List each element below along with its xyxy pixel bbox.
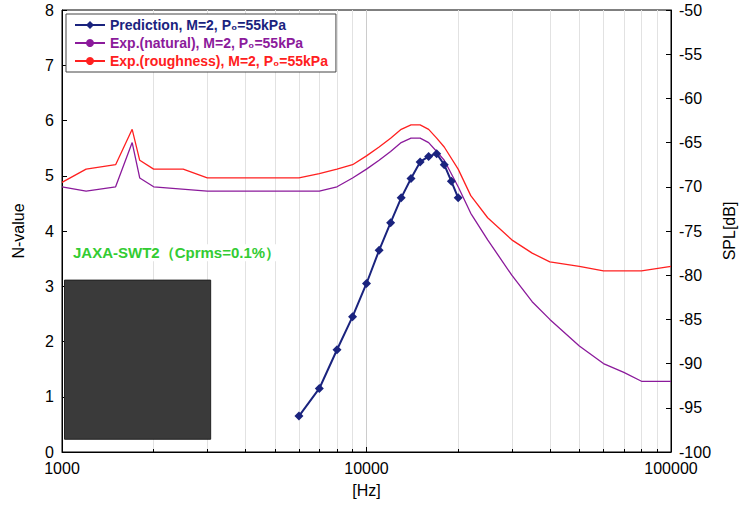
svg-text:SPL[dB]: SPL[dB]: [721, 202, 738, 261]
svg-text:[Hz]: [Hz]: [352, 482, 380, 499]
svg-text:1000: 1000: [44, 460, 80, 477]
svg-text:-75: -75: [679, 223, 702, 240]
svg-text:-95: -95: [679, 399, 702, 416]
svg-text:7: 7: [45, 57, 54, 74]
svg-text:6: 6: [45, 112, 54, 129]
svg-text:N-value: N-value: [10, 203, 27, 258]
svg-text:3: 3: [45, 278, 54, 295]
svg-text:-80: -80: [679, 267, 702, 284]
svg-text:Prediction, M=2, P₀=55kPa: Prediction, M=2, P₀=55kPa: [110, 17, 286, 33]
svg-text:-70: -70: [679, 178, 702, 195]
svg-text:2: 2: [45, 333, 54, 350]
svg-text:100000: 100000: [644, 460, 697, 477]
svg-text:-85: -85: [679, 311, 702, 328]
svg-text:0: 0: [45, 444, 54, 461]
svg-text:Exp.(natural), M=2, P₀=55kPa: Exp.(natural), M=2, P₀=55kPa: [110, 35, 303, 51]
svg-text:-90: -90: [679, 355, 702, 372]
svg-text:Exp.(roughness), M=2, P₀=55kPa: Exp.(roughness), M=2, P₀=55kPa: [110, 53, 328, 69]
svg-text:10000: 10000: [344, 460, 389, 477]
svg-text:8: 8: [45, 2, 54, 19]
svg-text:-65: -65: [679, 134, 702, 151]
svg-text:-60: -60: [679, 90, 702, 107]
svg-text:JAXA-SWT2（Cprms=0.1%）: JAXA-SWT2（Cprms=0.1%）: [73, 244, 280, 261]
svg-text:-55: -55: [679, 46, 702, 63]
svg-text:4: 4: [45, 223, 54, 240]
svg-text:1: 1: [45, 388, 54, 405]
svg-text:-100: -100: [679, 444, 711, 461]
svg-text:-50: -50: [679, 2, 702, 19]
svg-text:5: 5: [45, 167, 54, 184]
